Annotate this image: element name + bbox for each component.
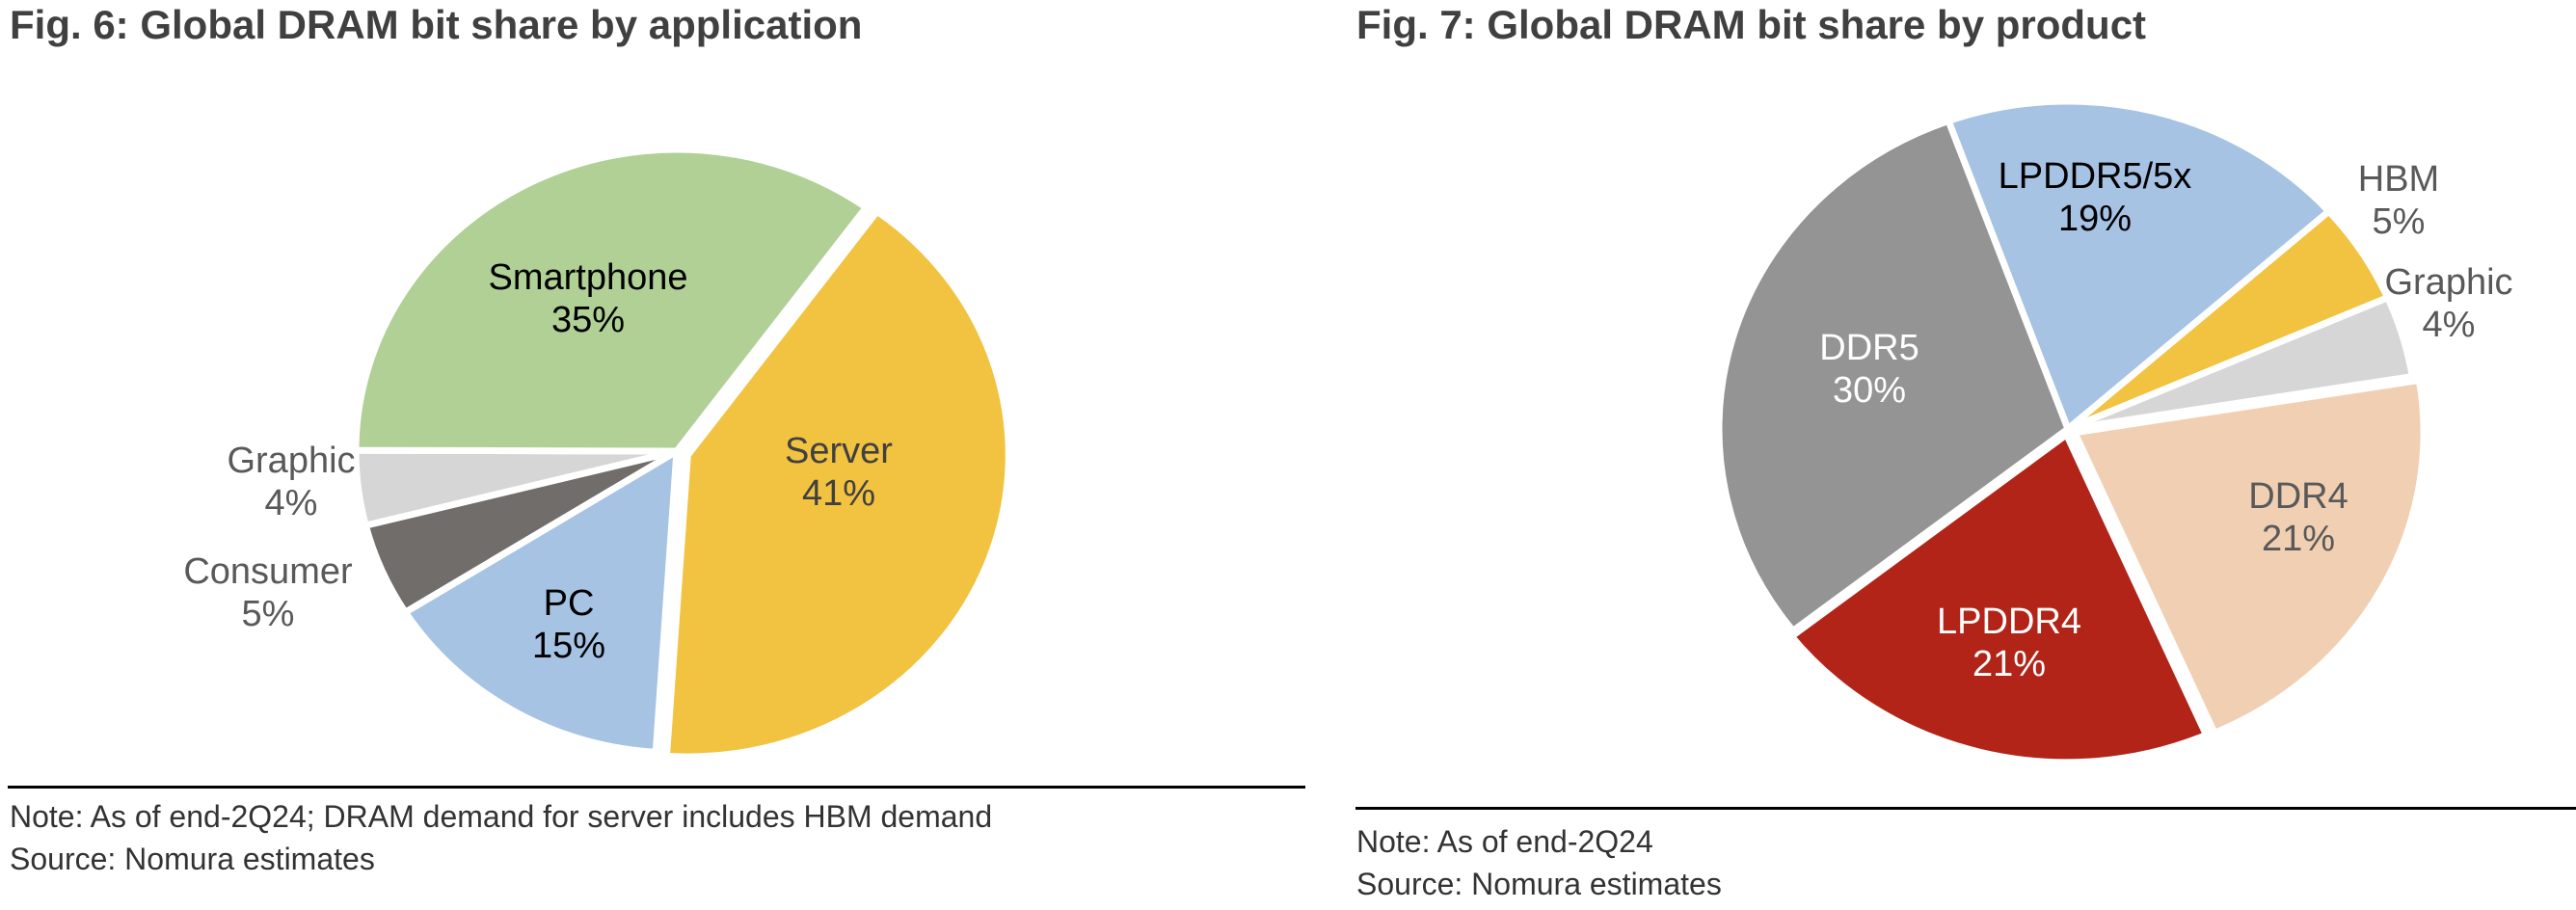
slice-category: PC (544, 583, 595, 624)
slice-category: DDR4 (2248, 476, 2348, 517)
slice-value: 41% (802, 473, 875, 514)
slice-category: HBM (2358, 159, 2439, 200)
slice-label-ddr4: DDR4 21% (2248, 476, 2348, 559)
slice-value: 35% (551, 300, 625, 340)
slice-category: DDR5 (1819, 328, 1919, 368)
figure-footnote: Note: As of end-2Q24; DRAM demand for se… (10, 795, 992, 880)
slice-label-graphic: Graphic 4% (227, 441, 355, 523)
slice-category: Graphic (227, 441, 355, 481)
pie-chart-product: LPDDR5/5x 19%HBM 5%Graphic 4%DDR4 21%LPDDR4 2… (1715, 97, 2513, 766)
pie-slice-graphic (2064, 294, 2416, 433)
pie-chart-application: Server 41% PC 15% Consumer 5% Graphic 4% Smartph… (183, 146, 1012, 761)
slice-value: 30% (1833, 370, 1906, 411)
slice-label-ddr5: DDR5 30% (1819, 328, 1919, 411)
pie-slice-pc (401, 447, 681, 756)
pie-slice-ddr5 (1715, 118, 2072, 634)
figure-footnote: Note: As of end-2Q24 Source: Nomura esti… (1356, 820, 1722, 905)
source-text: Source: Nomura estimates (1356, 867, 1722, 901)
slice-value: 5% (242, 594, 295, 634)
source-text: Source: Nomura estimates (10, 842, 375, 876)
slice-value: 21% (2262, 519, 2335, 559)
figure-title: Fig. 7: Global DRAM bit share by product (1356, 2, 2147, 47)
note-text: Note: As of end-2Q24; DRAM demand for se… (10, 799, 993, 834)
slice-value: 21% (1972, 644, 2046, 684)
slice-label-lpddr5-5x: LPDDR5/5x 19% (1999, 156, 2192, 239)
slice-label-graphic: Graphic 4% (2384, 262, 2512, 345)
slice-label-pc: PC 15% (532, 583, 605, 666)
pie-slice-smartphone (352, 146, 870, 455)
pie-slice-ddr4 (2071, 376, 2428, 736)
slice-value: 19% (2058, 199, 2132, 239)
pie-slice-server (663, 207, 1012, 761)
pie-slice-lpddr4 (1787, 431, 2210, 766)
pie-slice-lpddr5-5x (1945, 97, 2333, 433)
slice-label-consumer: Consumer 5% (183, 551, 353, 634)
divider-rule (8, 786, 1305, 789)
slice-label-lpddr4: LPDDR4 21% (1937, 602, 2081, 684)
slice-category: LPDDR5/5x (1999, 156, 2192, 197)
slice-value: 4% (265, 483, 318, 523)
slice-value: 5% (2373, 201, 2426, 242)
slice-label-server: Server 41% (785, 431, 893, 514)
slice-category: Consumer (183, 551, 353, 592)
figure-title: Fig. 6: Global DRAM bit share by applica… (10, 2, 863, 47)
slice-category: Smartphone (488, 257, 687, 298)
divider-rule (1355, 807, 2576, 810)
slice-value: 4% (2423, 305, 2476, 345)
note-text: Note: As of end-2Q24 (1356, 824, 1653, 859)
slice-value: 15% (532, 626, 605, 666)
slice-category: LPDDR4 (1937, 602, 2081, 642)
slice-category: Graphic (2384, 262, 2512, 303)
slice-label-hbm: HBM 5% (2358, 159, 2439, 242)
slice-category: Server (785, 431, 893, 471)
slice-label-smartphone: Smartphone 35% (488, 257, 687, 340)
